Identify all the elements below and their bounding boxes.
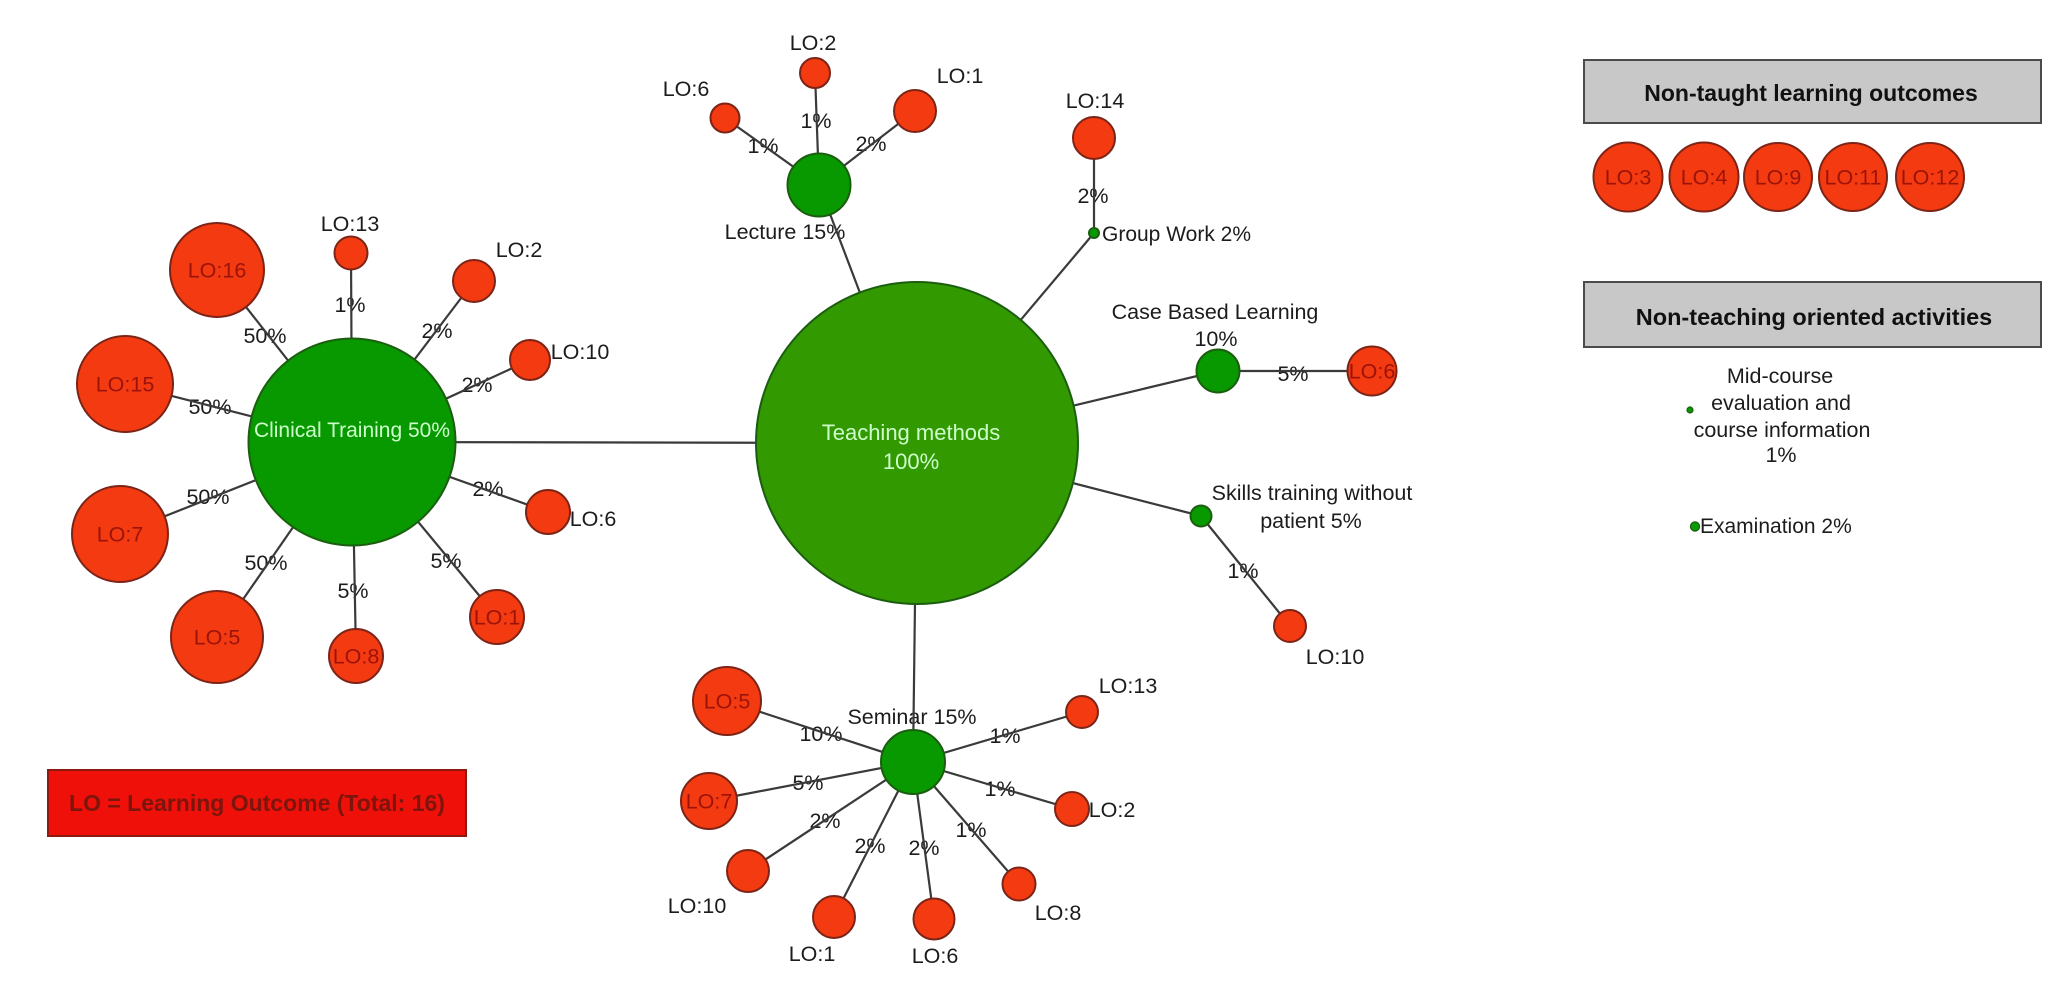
svg-text:Examination 2%: Examination 2% xyxy=(1700,515,1852,538)
svg-text:Mid-course: Mid-course xyxy=(1727,364,1833,388)
svg-text:LO:2: LO:2 xyxy=(1089,798,1136,822)
svg-text:Skills training without: Skills training without xyxy=(1212,481,1413,505)
svg-text:1%: 1% xyxy=(334,293,365,317)
svg-text:LO:10: LO:10 xyxy=(668,894,727,918)
svg-text:50%: 50% xyxy=(188,395,231,419)
svg-text:LO:13: LO:13 xyxy=(321,212,380,236)
svg-text:5%: 5% xyxy=(1277,362,1308,386)
svg-text:LO:1: LO:1 xyxy=(474,606,521,630)
svg-text:50%: 50% xyxy=(244,551,287,575)
svg-text:1%: 1% xyxy=(1227,559,1258,583)
svg-text:Group Work 2%: Group Work 2% xyxy=(1102,223,1251,246)
svg-text:2%: 2% xyxy=(472,477,503,501)
svg-text:patient 5%: patient 5% xyxy=(1260,509,1362,533)
svg-text:LO:10: LO:10 xyxy=(551,340,610,364)
svg-text:LO:2: LO:2 xyxy=(790,31,837,55)
svg-text:Non-taught learning outcomes: Non-taught learning outcomes xyxy=(1644,80,1978,106)
svg-text:5%: 5% xyxy=(337,579,368,603)
svg-text:1%: 1% xyxy=(989,724,1020,748)
svg-text:LO:8: LO:8 xyxy=(333,645,380,669)
svg-text:Clinical Training 50%: Clinical Training 50% xyxy=(254,419,450,442)
svg-text:LO:6: LO:6 xyxy=(663,77,710,101)
svg-text:100%: 100% xyxy=(883,449,939,474)
svg-text:LO = Learning Outcome (Total:: LO = Learning Outcome (Total: 16) xyxy=(69,790,445,816)
svg-text:LO:4: LO:4 xyxy=(1681,166,1728,190)
svg-text:LO:16: LO:16 xyxy=(188,259,247,283)
svg-text:Seminar 15%: Seminar 15% xyxy=(847,705,976,729)
svg-text:LO:5: LO:5 xyxy=(704,690,751,714)
svg-text:10%: 10% xyxy=(799,722,842,746)
svg-text:LO:12: LO:12 xyxy=(1901,166,1960,190)
svg-text:LO:10: LO:10 xyxy=(1306,645,1365,669)
svg-text:course information: course information xyxy=(1694,418,1871,442)
svg-text:LO:11: LO:11 xyxy=(1825,166,1882,190)
svg-text:Non-teaching oriented activiti: Non-teaching oriented activities xyxy=(1636,304,1992,330)
svg-text:LO:7: LO:7 xyxy=(686,790,733,814)
svg-text:LO:9: LO:9 xyxy=(1755,166,1802,190)
svg-text:LO:1: LO:1 xyxy=(789,942,836,966)
svg-text:LO:6: LO:6 xyxy=(912,944,959,968)
svg-text:LO:5: LO:5 xyxy=(194,626,241,650)
svg-text:LO:6: LO:6 xyxy=(1349,360,1396,384)
svg-text:LO:14: LO:14 xyxy=(1066,89,1125,113)
svg-text:Teaching methods: Teaching methods xyxy=(822,420,1001,445)
svg-text:LO:7: LO:7 xyxy=(97,523,144,547)
svg-text:LO:3: LO:3 xyxy=(1605,166,1652,190)
svg-text:LO:1: LO:1 xyxy=(937,64,984,88)
svg-text:50%: 50% xyxy=(243,324,286,348)
svg-text:LO:8: LO:8 xyxy=(1035,901,1082,925)
svg-text:LO:6: LO:6 xyxy=(570,507,617,531)
svg-text:1%: 1% xyxy=(984,777,1015,801)
svg-text:LO:15: LO:15 xyxy=(96,373,155,397)
svg-text:10%: 10% xyxy=(1194,327,1237,351)
svg-text:Lecture 15%: Lecture 15% xyxy=(725,220,846,244)
svg-text:evaluation and: evaluation and xyxy=(1711,391,1851,415)
svg-text:1%: 1% xyxy=(1765,443,1796,467)
svg-text:Case Based Learning: Case Based Learning xyxy=(1112,300,1319,324)
svg-text:LO:2: LO:2 xyxy=(496,238,543,262)
svg-text:LO:13: LO:13 xyxy=(1099,674,1158,698)
